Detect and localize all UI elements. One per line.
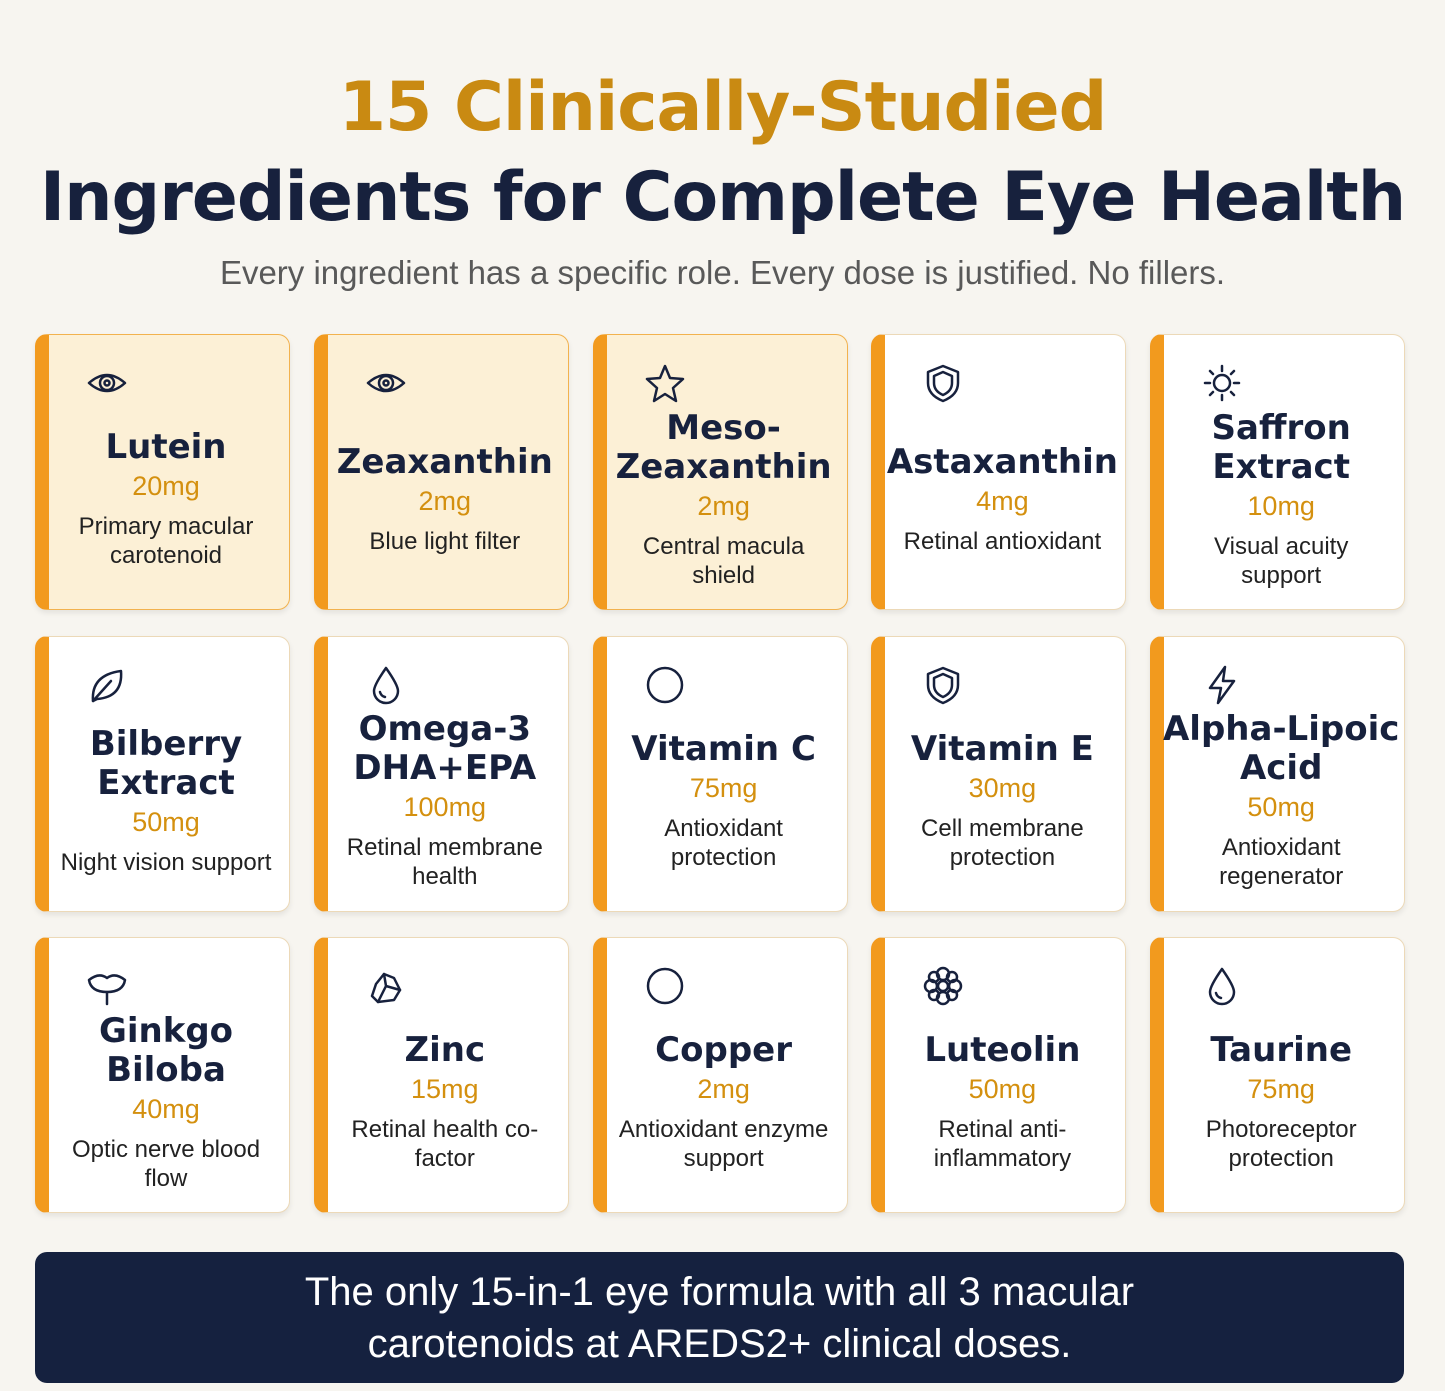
card-body: Zeaxanthin 2mg Blue light filter xyxy=(322,407,568,591)
icon xyxy=(91,669,123,702)
card-body: Saffron Extract 10mg Visual acuity support xyxy=(1158,407,1404,591)
ingredient-dose: 2mg xyxy=(697,490,750,521)
ingredient-card: Zinc 15mg Retinal health co-factor xyxy=(313,937,569,1213)
ingredient-card: Taurine 75mg Photoreceptor protection xyxy=(1150,937,1406,1213)
ingredient-name: Lutein xyxy=(105,427,227,467)
footer-text: The only 15-in-1 eye formula with all 3 … xyxy=(304,1269,1135,1366)
icon xyxy=(87,373,127,393)
ingredient-card: Bilberry Extract 50mg Night vision support xyxy=(35,635,290,912)
ingredient-role: Cell membrane protection xyxy=(921,814,1084,871)
ingredient-card: Zeaxanthin 2mg Blue light filter xyxy=(313,334,569,610)
ingredient-name: Alpha-Lipoic Acid xyxy=(1162,709,1400,788)
ingredient-dose: 30mg xyxy=(968,772,1037,803)
icon xyxy=(1203,364,1241,402)
card-body: Meso-Zeaxanthin 2mg Central macula shield xyxy=(601,407,847,591)
card-body: Astaxanthin 4mg Retinal antioxidant xyxy=(879,407,1125,591)
ingredient-card: Omega-3 DHA+EPA 100mg Retinal membrane hea… xyxy=(313,635,569,912)
ingredient-card: Alpha-Lipoic Acid 50mg Antioxidant regener… xyxy=(1150,635,1406,912)
ingredient-name: Meso-Zeaxanthin xyxy=(615,407,832,487)
ingredient-dose: 75mg xyxy=(689,772,758,803)
ingredient-name: Taurine xyxy=(1210,1030,1353,1070)
card-body: Luteolin 50mg Retinal anti-inflammatory xyxy=(879,1010,1125,1194)
ingredient-name: Astaxanthin xyxy=(886,441,1118,482)
ingredient-card: Saffron Extract 10mg Visual acuity support xyxy=(1150,334,1406,610)
ingredient-role: Retinal anti-inflammatory xyxy=(933,1116,1072,1172)
ingredient-dose: 50mg xyxy=(968,1074,1037,1104)
ingredient-role: Photoreceptor protection xyxy=(1205,1116,1357,1172)
ingredient-card: Lutein 20mg Primary macular carotenoid xyxy=(35,334,290,610)
ingredient-role: Primary macular carotenoid xyxy=(78,513,254,569)
ingredient-card: Vitamin C 75mg Antioxidant protection xyxy=(592,635,848,912)
ingredient-dose: 10mg xyxy=(1247,490,1315,521)
ingredient-name: Bilberry Extract xyxy=(89,723,243,803)
ingredient-dose: 50mg xyxy=(132,806,200,837)
ingredient-role: Optic nerve blood flow xyxy=(71,1135,261,1192)
ingredient-card: Ginkgo Biloba 40mg Optic nerve blood flow xyxy=(35,937,290,1213)
title-line1: 15 Clinically-Studied xyxy=(338,68,1108,147)
ingredient-role: Visual acuity support xyxy=(1214,532,1349,589)
card-body: Taurine 75mg Photoreceptor protection xyxy=(1158,1010,1404,1194)
card-body: Ginkgo Biloba 40mg Optic nerve blood flow xyxy=(43,1010,289,1194)
icon xyxy=(646,967,683,1005)
ingredient-role: Night vision support xyxy=(60,848,272,876)
ingredient-name: Luteolin xyxy=(924,1030,1081,1070)
ingredient-name: Ginkgo Biloba xyxy=(98,1010,234,1090)
ingredient-card: Meso-Zeaxanthin 2mg Central macula shield xyxy=(592,334,848,610)
ingredient-dose: 2mg xyxy=(418,485,472,516)
ingredient-dose: 20mg xyxy=(132,471,200,501)
card-body: Omega-3 DHA+EPA 100mg Retinal membrane hea… xyxy=(322,709,568,893)
card-body: Alpha-Lipoic Acid 50mg Antioxidant regener… xyxy=(1158,709,1404,893)
card-body: Bilberry Extract 50mg Night vision support xyxy=(43,709,289,893)
ingredient-dose: 2mg xyxy=(697,1074,750,1104)
card-body: Vitamin C 75mg Antioxidant protection xyxy=(601,709,847,893)
card-body: Vitamin E 30mg Cell membrane protection xyxy=(879,709,1125,893)
title-line2: Ingredients for Complete Eye Health xyxy=(39,158,1406,237)
card-body: Lutein 20mg Primary macular carotenoid xyxy=(43,407,289,591)
ingredient-name: Vitamin C xyxy=(631,728,816,769)
ingredient-name: Omega-3 DHA+EPA xyxy=(353,709,537,788)
icon xyxy=(87,974,127,1006)
ingredient-role: Antioxidant regenerator xyxy=(1219,834,1344,890)
ingredient-dose: 40mg xyxy=(132,1093,200,1124)
ingredient-card: Astaxanthin 4mg Retinal antioxidant xyxy=(871,334,1127,610)
ingredient-role: Retinal health co-factor xyxy=(351,1116,539,1172)
ingredient-role: Antioxidant enzyme support xyxy=(618,1116,829,1172)
ingredient-dose: 75mg xyxy=(1247,1074,1315,1104)
ingredient-role: Central macula shield xyxy=(642,532,805,589)
icon xyxy=(646,666,683,703)
icon xyxy=(927,666,960,704)
ingredient-card: Copper 2mg Antioxidant enzyme support xyxy=(592,937,848,1213)
ingredient-card: Luteolin 50mg Retinal anti-inflammatory xyxy=(871,937,1127,1213)
icon xyxy=(1208,967,1236,1006)
subtitle: Every ingredient has a specific role. Ev… xyxy=(219,254,1226,291)
icon xyxy=(372,666,400,704)
ingredient-name: Zinc xyxy=(404,1030,486,1070)
ingredient-dose: 15mg xyxy=(411,1074,479,1104)
ingredient-name: Zeaxanthin xyxy=(336,441,553,482)
icon xyxy=(924,966,963,1006)
ingredient-name: Copper xyxy=(655,1030,792,1070)
ingredient-role: Retinal antioxidant xyxy=(903,527,1102,555)
ingredient-dose: 50mg xyxy=(1247,792,1315,822)
ingredient-role: Blue light filter xyxy=(369,527,521,555)
icon xyxy=(366,373,406,393)
card-body: Zinc 15mg Retinal health co-factor xyxy=(322,1010,568,1194)
ingredient-dose: 100mg xyxy=(403,792,487,822)
icon xyxy=(645,364,684,403)
ingredient-dose: 4mg xyxy=(976,485,1029,516)
ingredient-card: Vitamin E 30mg Cell membrane protection xyxy=(871,635,1127,912)
icon xyxy=(1208,665,1236,704)
icon xyxy=(927,364,960,403)
ingredient-name: Saffron Extract xyxy=(1211,407,1351,487)
footer-banner: The only 15-in-1 eye formula with all 3 … xyxy=(35,1252,1404,1383)
card-body: Copper 2mg Antioxidant enzyme support xyxy=(601,1010,847,1194)
ingredient-name: Vitamin E xyxy=(910,728,1094,769)
icon xyxy=(370,972,402,1004)
ingredient-role: Antioxidant protection xyxy=(664,814,783,871)
ingredient-role: Retinal membrane health xyxy=(346,834,543,890)
